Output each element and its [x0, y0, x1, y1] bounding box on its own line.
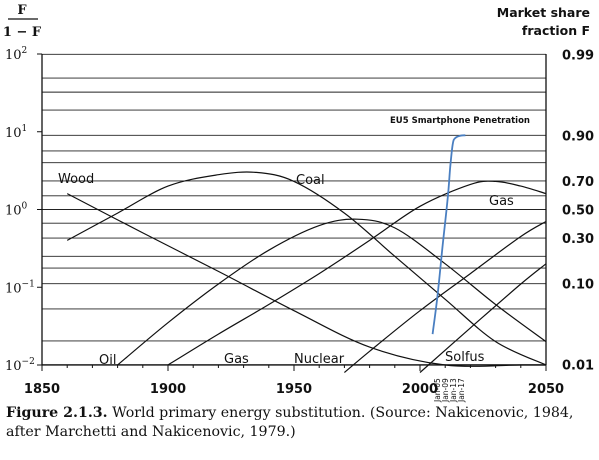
- series-line-coal: [66, 171, 547, 366]
- right-axis-title-line2: fraction F: [522, 23, 590, 38]
- y-left-tick-label-3: 10−1: [5, 279, 35, 296]
- label-wood: Wood: [58, 172, 94, 187]
- series-line-wood: [66, 193, 546, 367]
- date-label-jan-05: Jan-05: [433, 378, 442, 403]
- date-label-jan-17: Jan-17: [457, 378, 466, 403]
- date-label-jan-09: Jan-09: [441, 378, 450, 403]
- label-coal: Coal: [296, 173, 325, 188]
- series-lines: [66, 134, 547, 373]
- axis-tick-labels: 1850 1900 1950 2000 2050 102 101 100 10−1 10−2 0.9…: [5, 46, 594, 397]
- plot-frame: [41, 54, 547, 371]
- y-right-tick-label-0.30: 0.30: [562, 232, 594, 247]
- x-tick-label-1850: 1850: [24, 382, 60, 397]
- y-right-tick-label-0.99: 0.99: [562, 48, 594, 63]
- figure-caption: Figure 2.1.3. World primary energy subst…: [6, 404, 596, 442]
- y-right-tick-label-0.70: 0.70: [562, 175, 594, 190]
- x-tick-label-2000: 2000: [402, 382, 438, 397]
- series-line-oil: [117, 218, 547, 366]
- y-right-tick-label-0.50: 0.50: [562, 204, 594, 219]
- y-left-tick-label-2: 100: [5, 202, 28, 219]
- y-left-tick-label-4: 10−2: [5, 357, 35, 374]
- chart-grid: [37, 53, 546, 366]
- label-solfus: Solfus: [445, 350, 485, 365]
- y-right-tick-label-0.90: 0.90: [562, 129, 594, 144]
- label-eu5-smartphone: EU5 Smartphone Penetration: [390, 116, 530, 126]
- label-nuclear: Nuclear: [294, 352, 345, 367]
- left-axis-title-denominator: 1 − F: [3, 25, 42, 40]
- x-tick-label-2050: 2050: [528, 382, 564, 397]
- caption-label: Figure 2.1.3.: [6, 405, 108, 421]
- x-tick-label-1900: 1900: [150, 382, 186, 397]
- y-right-tick-label-0.10: 0.10: [562, 278, 594, 293]
- x-tick-label-1950: 1950: [276, 382, 312, 397]
- y-left-tick-label-1: 101: [5, 124, 27, 141]
- series-line-eu5-smartphone-penetration: [431, 134, 466, 335]
- date-label-jan-13: Jan-13: [449, 378, 458, 403]
- caption-text: World primary energy substitution. (Sour…: [6, 405, 574, 440]
- label-gas-bottom: Gas: [224, 352, 249, 367]
- series-line-nuclear: [344, 220, 547, 373]
- series-line-gas: [167, 180, 547, 366]
- label-oil: Oil: [99, 353, 116, 368]
- right-axis-title-line1: Market share: [497, 5, 590, 20]
- label-gas-top: Gas: [489, 194, 514, 209]
- y-right-tick-label-0.01: 0.01: [562, 359, 594, 374]
- series-line-solfus: [419, 263, 547, 373]
- y-left-tick-label-0: 102: [5, 46, 27, 63]
- left-axis-title-numerator: F: [17, 3, 27, 18]
